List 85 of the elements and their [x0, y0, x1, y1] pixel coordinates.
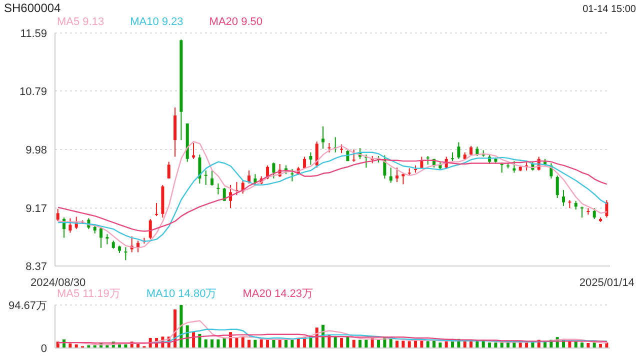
candlestick	[148, 218, 152, 240]
candlestick	[216, 183, 220, 195]
y-tick-label: 9.17	[26, 203, 47, 216]
bar	[222, 338, 226, 348]
bar	[235, 338, 238, 348]
bar	[402, 340, 405, 348]
bar	[364, 340, 368, 348]
candlestick	[562, 190, 566, 206]
candlestick	[272, 162, 276, 179]
bar	[525, 342, 528, 348]
chart-title: SH600004	[4, 0, 61, 16]
bar	[494, 342, 498, 348]
candlestick	[512, 160, 516, 174]
y-tick-label: 11.59	[20, 28, 47, 40]
text: MA5 11.19万	[57, 288, 120, 301]
y-tick-label: 0	[40, 342, 47, 355]
candlestick	[100, 226, 103, 248]
text: MA10 9.23	[130, 16, 184, 29]
line-series	[150, 328, 608, 344]
bar	[216, 339, 220, 348]
bar	[408, 341, 411, 348]
bar	[580, 342, 584, 348]
bar	[248, 340, 251, 348]
candlestick	[402, 172, 405, 185]
candlestick	[580, 206, 584, 218]
x-tick-label: 2024/08/30	[30, 277, 86, 289]
y-tick-label: 10.79	[19, 86, 47, 98]
candlestick	[68, 218, 72, 234]
candlestick	[322, 126, 325, 150]
bar	[352, 340, 356, 348]
candlestick	[309, 152, 312, 166]
y-tick-label: 94.67万	[8, 300, 47, 312]
candlestick	[155, 202, 158, 217]
candlestick	[56, 208, 60, 222]
text: 01-14 15:00	[582, 4, 636, 15]
bar	[296, 338, 300, 348]
bar	[334, 336, 337, 348]
text: MA10 14.80万	[146, 288, 217, 301]
candlestick	[248, 170, 251, 184]
bar	[592, 342, 596, 348]
candlestick	[470, 145, 473, 156]
candlestick	[457, 142, 460, 160]
bar	[396, 340, 399, 348]
candlestick	[315, 141, 318, 168]
text: MA20 14.23万	[242, 288, 314, 301]
text: MA20 9.50	[209, 16, 262, 29]
line-series	[57, 334, 608, 344]
candlestick	[556, 175, 559, 198]
bar	[340, 338, 344, 348]
candlestick	[328, 142, 331, 153]
line-series	[57, 140, 608, 249]
x-tick-label: 2025/01/14	[579, 277, 634, 289]
bar	[438, 342, 442, 348]
bar	[358, 340, 362, 348]
candlestick	[192, 142, 196, 160]
candlestick	[352, 149, 356, 162]
candlestick	[210, 170, 214, 186]
text: MA5 9.13	[57, 16, 104, 29]
bar	[346, 336, 350, 348]
candlestick	[124, 246, 128, 261]
candlestick	[592, 208, 596, 220]
bar	[518, 342, 522, 348]
bar	[260, 339, 263, 348]
bar	[204, 339, 208, 348]
candlestick	[106, 234, 109, 245]
bar	[500, 342, 504, 348]
candlestick	[396, 167, 399, 183]
bar	[254, 340, 257, 348]
candlestick	[198, 154, 202, 184]
bar	[488, 342, 492, 348]
bar	[586, 343, 590, 348]
bar	[426, 341, 430, 348]
candlestick	[167, 161, 170, 179]
candlestick	[222, 187, 226, 202]
candlestick	[389, 167, 392, 184]
bar	[210, 339, 214, 348]
line-series	[57, 159, 608, 232]
candlestick	[136, 240, 140, 253]
candlestick	[204, 170, 208, 186]
y-tick-label: 9.98	[26, 144, 47, 156]
bar	[290, 340, 294, 348]
bar	[389, 338, 392, 348]
y-tick-label: 8.37	[26, 260, 47, 273]
candlestick	[290, 168, 294, 182]
bar	[377, 340, 380, 348]
